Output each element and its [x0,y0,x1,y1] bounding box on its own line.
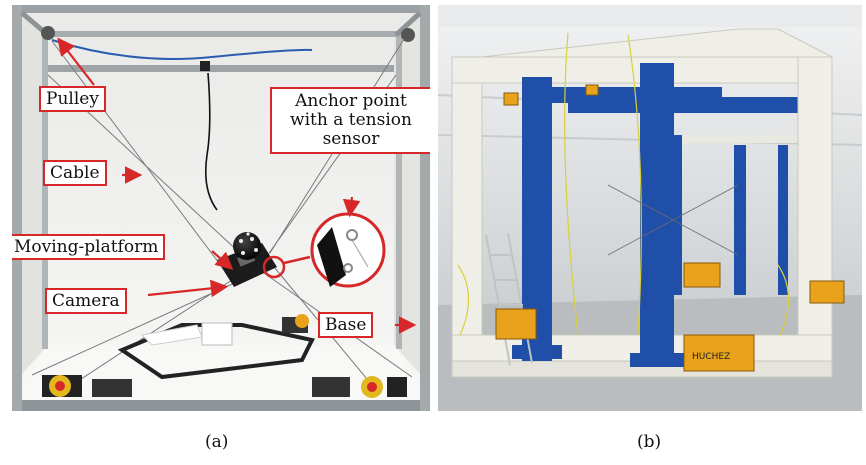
camera-label: Camera [45,288,127,314]
pulley-label: Pulley [39,86,106,112]
cable-robot-photo-b: HUCHEZ [438,5,862,411]
base-label: Base [318,312,374,338]
caption-b: (b) [637,432,662,452]
photo-panel-b: HUCHEZ [438,5,862,411]
annotation-arrows [57,37,417,334]
moving-platform-shape [217,232,277,287]
photo-panel-a: Pulley Cable Anchor point with a tension… [12,5,430,411]
cable-label: Cable [43,160,107,186]
anchor-point-label: Anchor point with a tension sensor [270,87,430,154]
moving-platform-label: Moving-platform [12,234,166,260]
caption-a: (a) [205,432,229,452]
winch-brand-text: HUCHEZ [692,352,730,362]
